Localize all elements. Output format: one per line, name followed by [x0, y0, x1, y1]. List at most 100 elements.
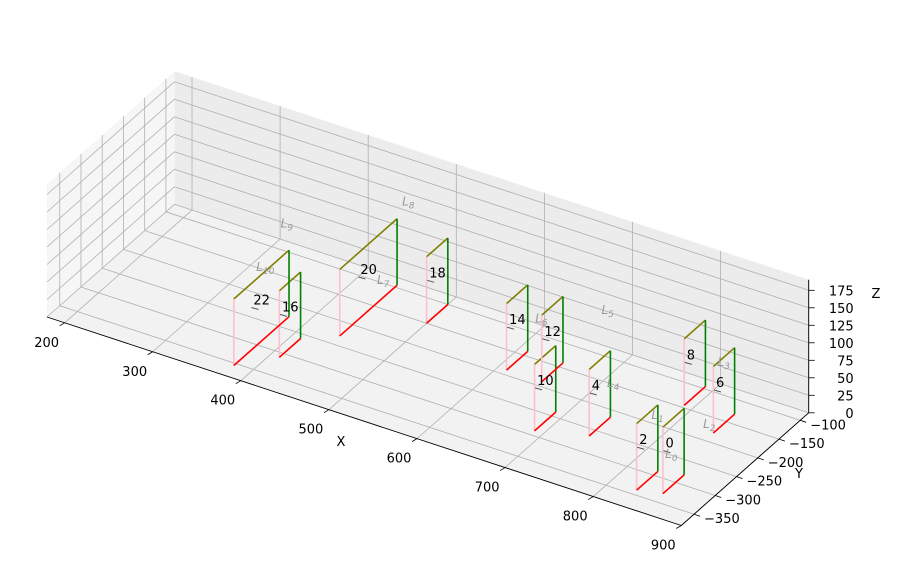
frame-bottom-edge — [505, 350, 529, 371]
frame-bottom-edge — [541, 362, 564, 383]
frame-top-edge — [683, 319, 706, 340]
frame-label: 4 — [592, 379, 600, 394]
x-tick — [59, 322, 65, 327]
segment-label: L10 — [256, 260, 274, 277]
x-tick-label: 200 — [34, 336, 59, 351]
frame-pointer — [427, 279, 435, 283]
y-tick — [715, 495, 722, 498]
frame-bottom-edge — [636, 470, 659, 491]
z-grid-back — [174, 133, 809, 344]
segment-label: L3 — [718, 355, 731, 372]
y-tick — [800, 419, 807, 423]
side-pane — [47, 71, 175, 317]
z-grid-back — [174, 168, 809, 379]
y-grid-floor — [59, 305, 695, 515]
z-tick-label: 50 — [837, 372, 854, 387]
frame-label: 12 — [544, 325, 561, 340]
x-tick — [323, 409, 330, 414]
z-tick-label: 175 — [829, 284, 854, 299]
z-grid-side — [46, 81, 175, 195]
y-axis-line — [681, 412, 809, 526]
axis-panes — [47, 71, 809, 526]
segment-label: L8 — [402, 195, 415, 212]
x-tick — [147, 351, 153, 356]
y-tick-label: −100 — [810, 418, 846, 433]
x-tick-label: 700 — [475, 481, 500, 496]
segment-label: L6 — [535, 311, 548, 328]
z-grid-back — [174, 151, 809, 361]
segment-label: L9 — [281, 217, 294, 234]
y-grid-floor — [102, 267, 737, 478]
z-grid-side — [46, 169, 175, 283]
frame-top-edge — [541, 295, 564, 316]
frame-pointer — [663, 450, 671, 454]
x-tick — [499, 467, 506, 471]
x-tick-label: 400 — [210, 394, 235, 409]
x-axis-label: X — [337, 435, 346, 450]
x-grid-floor — [64, 209, 193, 324]
frame-label: 14 — [509, 313, 526, 328]
x-grid-floor — [592, 383, 721, 497]
frame-bottom-edge — [339, 284, 398, 337]
segment-label: L4 — [607, 376, 620, 393]
x-tick — [587, 496, 594, 500]
frame-pointer — [637, 446, 645, 450]
frame-bottom-edge — [683, 385, 706, 406]
back-pane — [174, 71, 809, 413]
y-tick-label: −300 — [725, 493, 761, 508]
z-tick-label: 100 — [829, 337, 854, 352]
z-axis-label: Z — [872, 287, 881, 302]
y-grid-floor — [80, 286, 716, 496]
data-labels: 0 2 4 6 8 10 12 14 16 18 20 22 L0 L1 L2 L3 L4 L5 L6 L7 L8 L9 L… — [251, 195, 731, 464]
frame-bottom-edge — [712, 413, 736, 434]
frame-top-edge — [505, 284, 529, 305]
z-grid-side — [46, 99, 175, 213]
frame-top-edge — [278, 271, 302, 292]
y-tick-label: −150 — [789, 437, 825, 452]
x-tick-label: 500 — [298, 423, 323, 438]
y-tick — [736, 476, 743, 480]
x-tick-label: 600 — [387, 452, 412, 467]
frame-top-edge — [662, 407, 685, 428]
segment-label: L5 — [601, 303, 614, 320]
x-grid-floor — [240, 267, 369, 382]
z-tick-label: 75 — [837, 354, 854, 369]
z-grid-back — [174, 116, 809, 326]
frame-bottom-edge — [426, 303, 449, 324]
frame-label: 0 — [666, 437, 674, 452]
y-tick — [693, 513, 701, 517]
frame-bottom-edge — [588, 416, 611, 437]
floor-pane — [47, 204, 809, 526]
frame-top-edge — [712, 347, 736, 368]
frame-top-edge — [339, 218, 398, 271]
z-tick-label: 25 — [837, 389, 854, 404]
z-grid-back — [174, 186, 809, 396]
frame-pointer — [589, 392, 597, 396]
segment-label: L0 — [665, 447, 678, 464]
x-tick-label: 800 — [563, 510, 588, 525]
frame-top-edge — [636, 404, 659, 425]
data-frames — [233, 218, 736, 495]
frame-pointer — [542, 338, 550, 342]
frame-label: 20 — [360, 263, 377, 278]
grid-lines — [46, 77, 810, 526]
z-tick-label: 125 — [829, 319, 854, 334]
z-grid-back — [174, 98, 809, 309]
tick-marks: 200300400500600700800900−100−150−200−250… — [34, 284, 853, 553]
frame-top-edge — [233, 249, 290, 300]
frame-top-edge — [533, 344, 557, 365]
segment-label: L2 — [703, 417, 716, 434]
frame-top-edge — [588, 350, 611, 371]
segment-label: L1 — [651, 408, 663, 425]
y-axis-label: Y — [794, 467, 803, 482]
frame-top-edge — [426, 237, 449, 258]
y-tick-label: −350 — [704, 512, 740, 527]
y-grid-floor — [123, 249, 758, 459]
z-grid-side — [46, 134, 175, 248]
frame-label: 22 — [253, 294, 270, 309]
y-tick-label: −250 — [747, 475, 783, 490]
x-tick — [411, 438, 418, 442]
x-grid-floor — [416, 325, 545, 439]
y-tick — [757, 457, 764, 461]
